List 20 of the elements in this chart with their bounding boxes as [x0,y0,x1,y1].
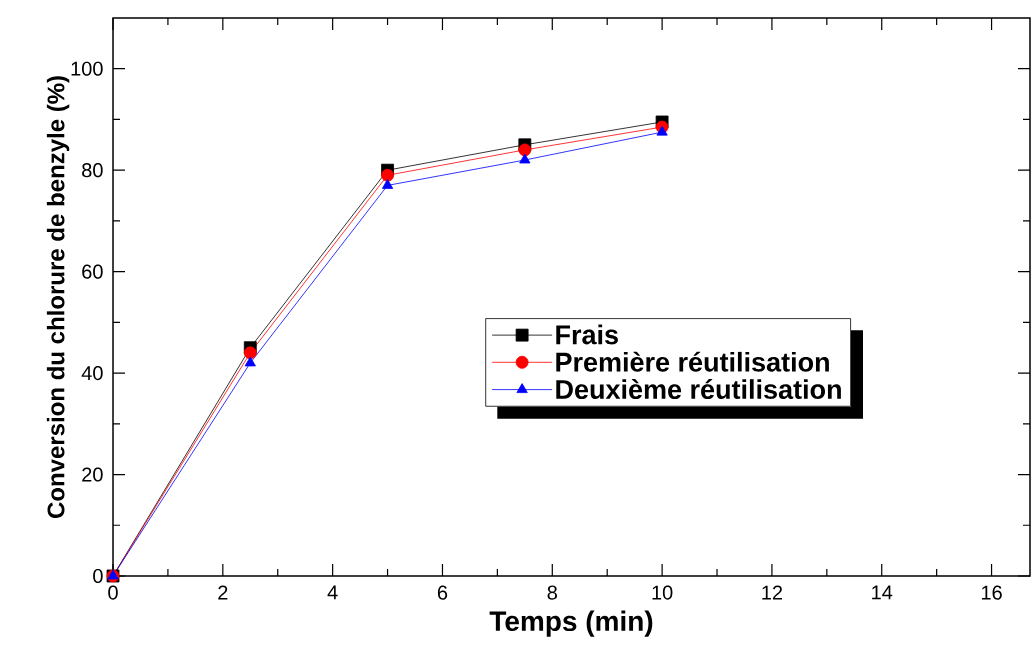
legend-label: Frais [556,324,618,345]
y-tick-label: 20 [82,467,103,482]
y-tick-label: 80 [82,163,103,178]
x-tick-label: 16 [981,585,1002,600]
x-tick-label: 4 [327,585,338,600]
y-axis-title: Conversion du chlorure de benzyle (%) [46,76,70,519]
x-tick-label: 12 [762,585,783,600]
x-tick-label: 14 [872,585,893,600]
x-tick-label: 2 [218,585,228,600]
y-tick-label: 100 [71,61,103,76]
legend-label: Deuxième réutilisation [556,378,841,400]
x-tick-label: 6 [437,585,448,600]
x-tick-label: 10 [652,585,673,600]
y-tick-label: 40 [81,366,103,381]
legend-label: Première réutilisation [556,351,829,372]
y-tick-label: 0 [93,568,103,584]
x-tick-label: 0 [108,585,118,600]
x-axis-title: Temps (min) [489,610,653,637]
x-tick-label: 8 [547,585,557,600]
y-tick-label: 60 [82,264,103,279]
